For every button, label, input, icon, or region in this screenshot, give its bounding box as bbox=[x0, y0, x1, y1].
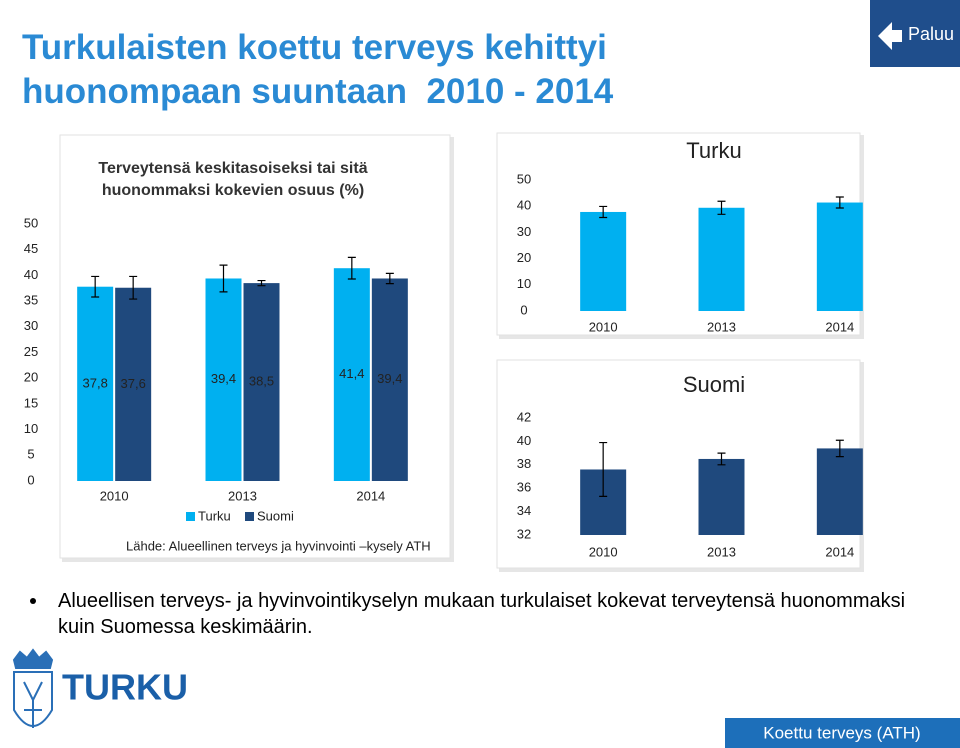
y-tick-label: 25 bbox=[24, 344, 38, 359]
x-tick-label: 2010 bbox=[100, 488, 129, 503]
y-tick-label: 38 bbox=[517, 456, 531, 471]
y-tick-label: 10 bbox=[517, 276, 531, 291]
y-tick-label: 36 bbox=[517, 480, 531, 495]
y-tick-label: 20 bbox=[517, 250, 531, 265]
y-tick-label: 10 bbox=[24, 421, 38, 436]
data-label: 41,4 bbox=[339, 366, 364, 381]
x-tick-label: 2010 bbox=[589, 319, 618, 334]
legend-swatch bbox=[245, 512, 254, 521]
y-tick-label: 42 bbox=[517, 409, 531, 424]
error-bar bbox=[347, 256, 356, 280]
y-tick-label: 30 bbox=[517, 224, 531, 239]
y-tick-label: 50 bbox=[517, 171, 531, 186]
chart-title: Suomi bbox=[683, 372, 745, 397]
bar bbox=[371, 278, 408, 481]
bar bbox=[698, 458, 745, 535]
error-bar bbox=[129, 275, 138, 300]
footer-bg bbox=[725, 718, 960, 748]
legend-swatch bbox=[186, 512, 195, 521]
chart-panel bbox=[496, 359, 861, 569]
error-bar bbox=[257, 279, 266, 287]
error-bar bbox=[599, 205, 608, 219]
legend-label: Suomi bbox=[257, 508, 294, 523]
error-bar bbox=[219, 264, 228, 293]
bullet-text: Alueellisen terveys- ja hyvinvointikysel… bbox=[58, 590, 906, 638]
slide-title: Turkulaisten koettu terveys kehittyi huo… bbox=[22, 28, 617, 111]
y-tick-label: 34 bbox=[517, 503, 531, 518]
footer-text: Koettu terveys (ATH) bbox=[763, 723, 920, 742]
y-tick-label: 40 bbox=[517, 198, 531, 213]
error-bar bbox=[91, 275, 100, 298]
x-tick-label: 2013 bbox=[707, 319, 736, 334]
chart-title: Turku bbox=[686, 138, 741, 163]
chart-panel bbox=[496, 132, 861, 336]
bar bbox=[580, 211, 627, 311]
y-tick-label: 40 bbox=[24, 267, 38, 282]
bullet-dot bbox=[30, 598, 36, 604]
x-tick-label: 2014 bbox=[825, 544, 854, 559]
y-tick-label: 50 bbox=[24, 215, 38, 230]
source-note: Lähde: Alueellinen terveys ja hyvinvoint… bbox=[126, 538, 431, 553]
y-tick-label: 45 bbox=[24, 241, 38, 256]
back-label[interactable]: Paluu bbox=[908, 24, 954, 44]
chart-title: Terveytensä keskitasoiseksi tai sitä huo… bbox=[98, 160, 368, 199]
error-bar bbox=[717, 452, 726, 466]
bar bbox=[243, 283, 280, 481]
bar bbox=[77, 286, 114, 481]
y-tick-label: 15 bbox=[24, 395, 38, 410]
y-tick-label: 32 bbox=[517, 526, 531, 541]
y-tick-label: 0 bbox=[520, 302, 527, 317]
data-label: 38,5 bbox=[249, 373, 274, 388]
data-label: 39,4 bbox=[211, 371, 236, 386]
x-tick-label: 2013 bbox=[228, 488, 257, 503]
y-tick-label: 30 bbox=[24, 318, 38, 333]
error-bar bbox=[835, 196, 844, 209]
x-tick-label: 2014 bbox=[825, 319, 854, 334]
y-tick-label: 5 bbox=[27, 447, 34, 462]
error-bar bbox=[717, 200, 726, 215]
y-tick-label: 0 bbox=[27, 472, 34, 487]
x-tick-label: 2013 bbox=[707, 544, 736, 559]
bar bbox=[205, 278, 242, 481]
x-tick-label: 2014 bbox=[356, 488, 385, 503]
y-tick-label: 40 bbox=[517, 433, 531, 448]
y-tick-label: 35 bbox=[24, 293, 38, 308]
error-bar bbox=[835, 439, 844, 458]
bar bbox=[816, 448, 863, 535]
data-label: 39,4 bbox=[377, 371, 402, 386]
error-bar bbox=[385, 272, 394, 285]
bar bbox=[816, 202, 863, 311]
logo-text: TURKU bbox=[62, 667, 188, 708]
data-label: 37,6 bbox=[121, 376, 146, 391]
back-arrow[interactable] bbox=[878, 22, 902, 50]
bar bbox=[698, 207, 745, 311]
logo-crest bbox=[12, 648, 54, 728]
error-bar bbox=[599, 441, 608, 497]
back-button[interactable]: Paluu bbox=[870, 0, 960, 67]
bar bbox=[333, 268, 370, 481]
bar bbox=[115, 287, 152, 481]
y-tick-label: 20 bbox=[24, 370, 38, 385]
data-label: 37,8 bbox=[83, 375, 108, 390]
x-tick-label: 2010 bbox=[589, 544, 618, 559]
legend-label: Turku bbox=[198, 508, 231, 523]
